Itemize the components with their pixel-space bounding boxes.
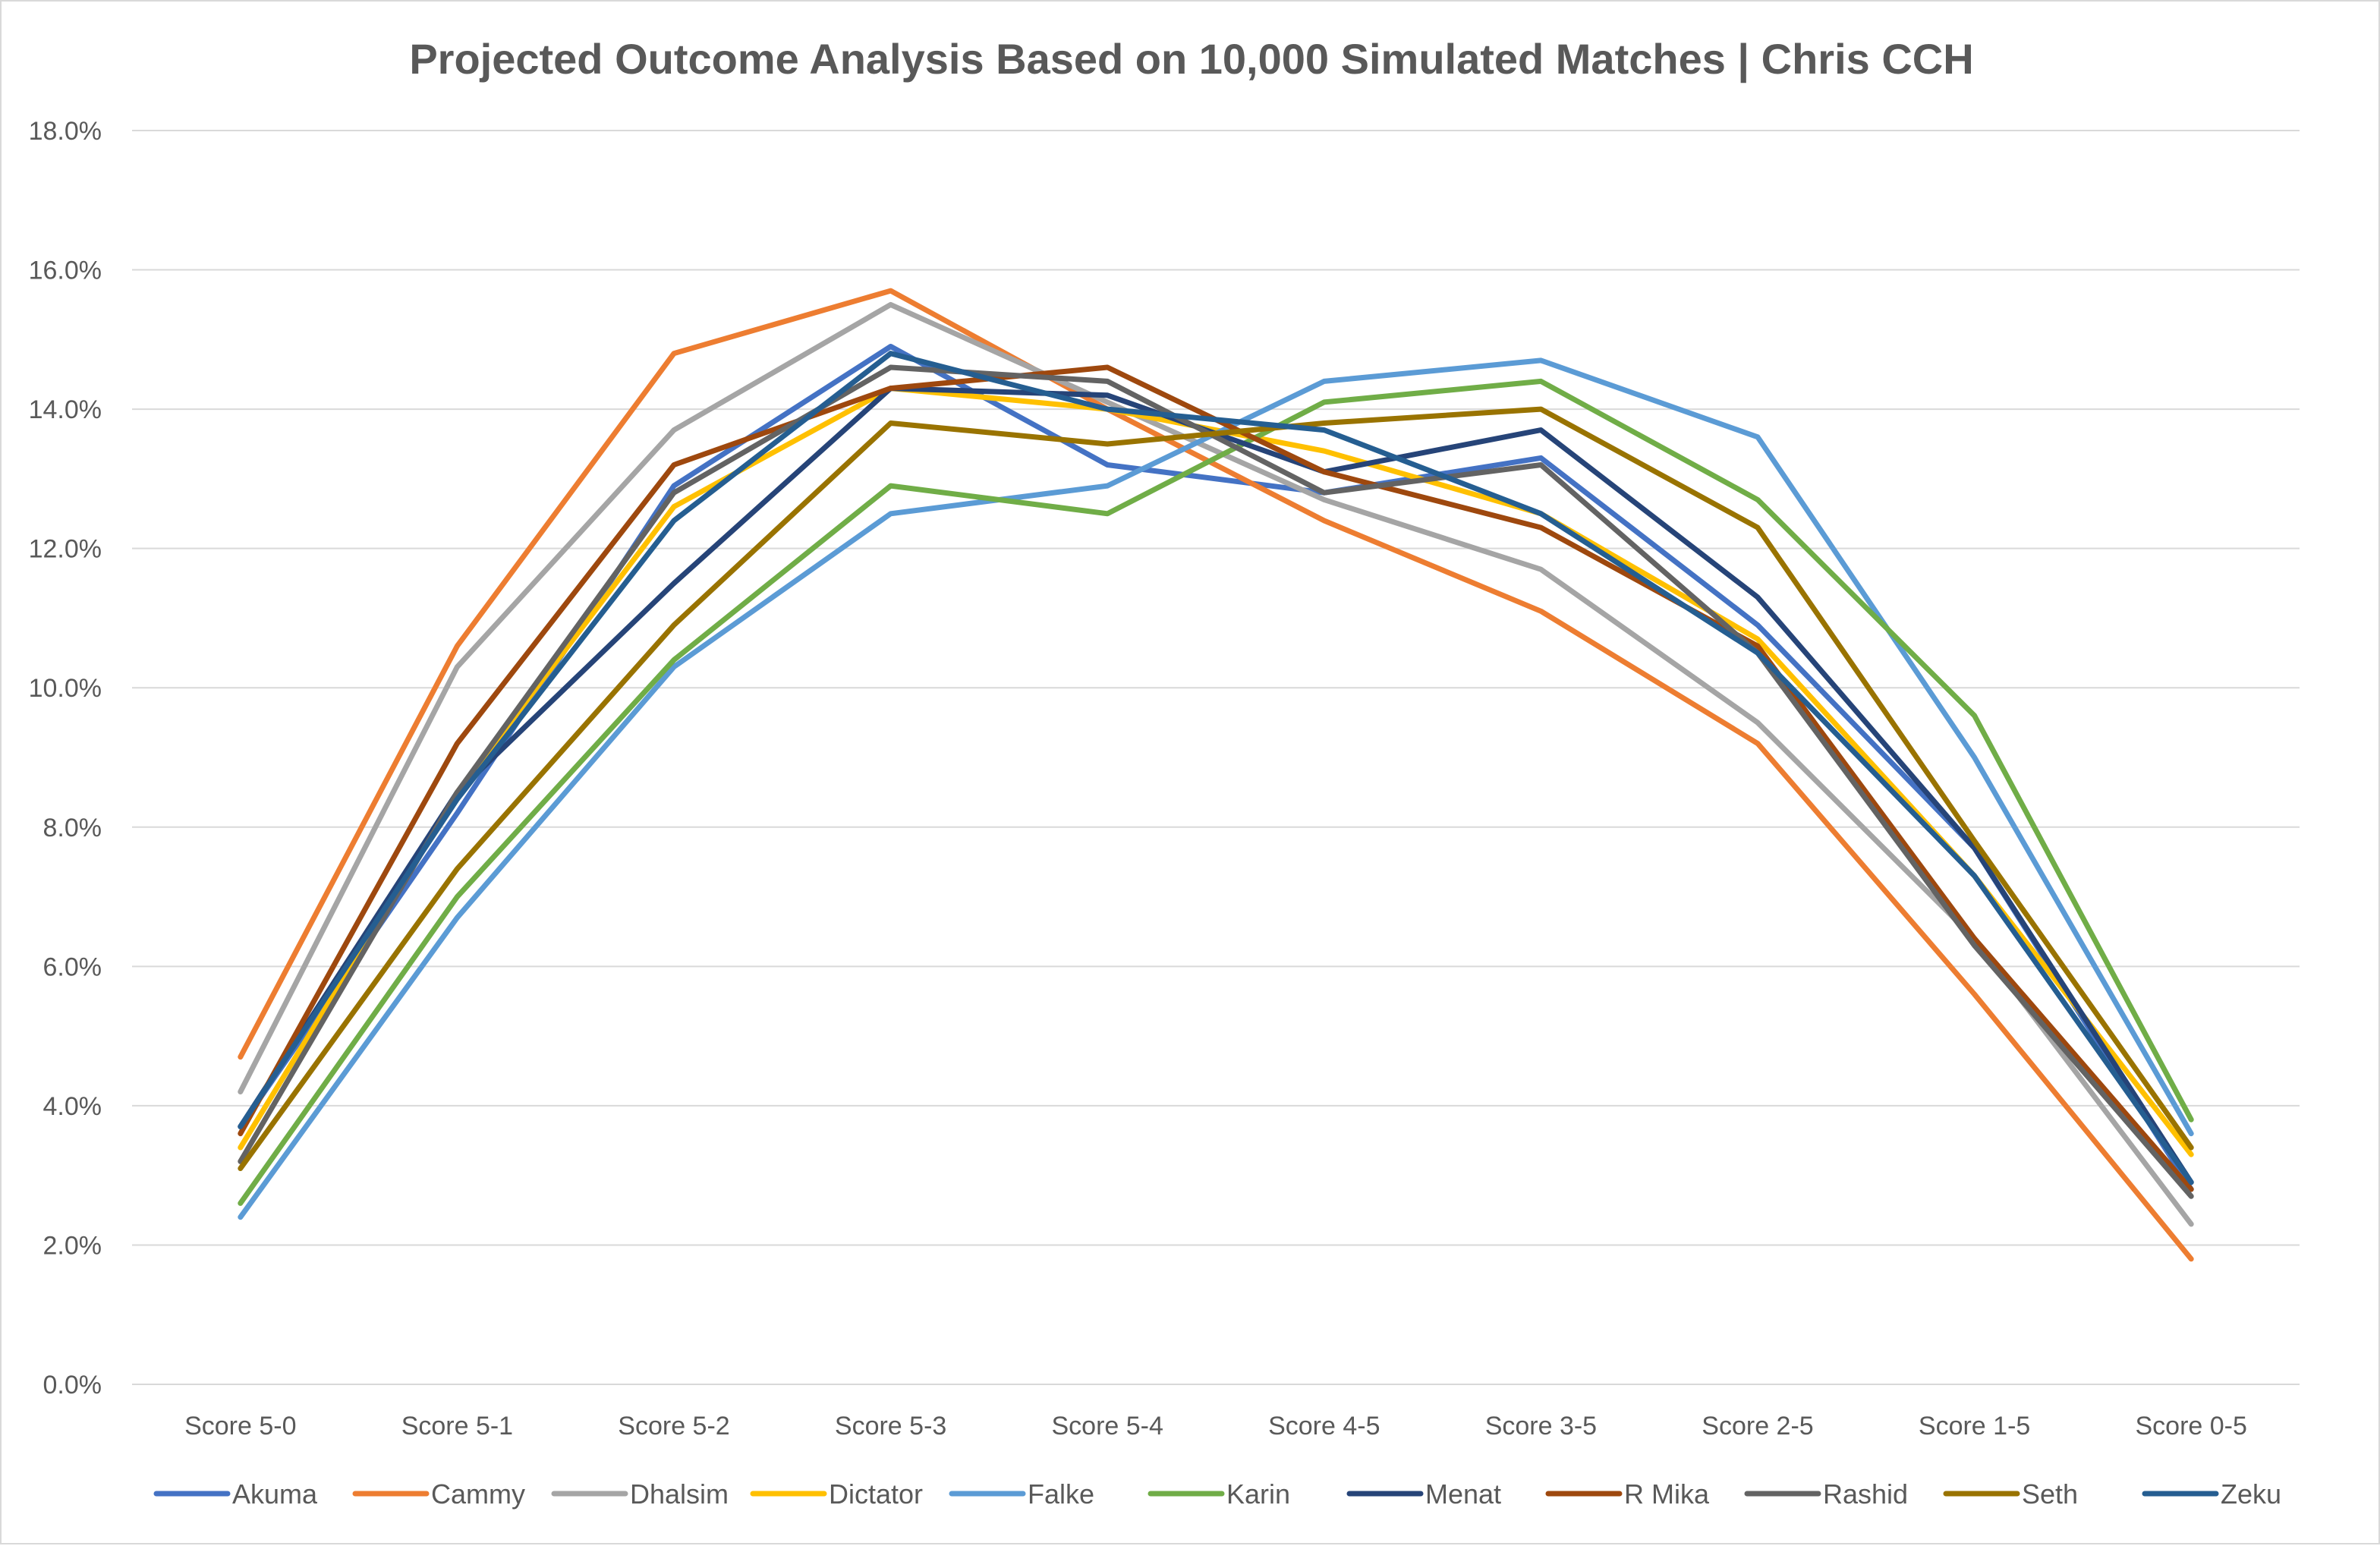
legend-label: Falke	[1028, 1478, 1094, 1510]
x-axis-tick-labels: Score 5-0 Score 5-1 Score 5-2 Score 5-3 Scor…	[184, 1412, 2247, 1441]
legend-label: Menat	[1425, 1478, 1501, 1510]
x-tick-label: Score 2-5	[1702, 1412, 1813, 1441]
y-tick-label: 14.0%	[29, 395, 102, 424]
y-tick-label: 8.0%	[43, 814, 102, 842]
series-line-zeku	[238, 351, 2194, 1185]
series-line-seth	[238, 406, 2194, 1171]
y-tick-label: 0.0%	[43, 1371, 102, 1400]
y-tick-label: 18.0%	[29, 117, 102, 146]
x-tick-label: Score 5-0	[184, 1412, 296, 1441]
y-tick-label: 16.0%	[29, 257, 102, 285]
y-axis-tick-labels: 0.0% 2.0% 4.0% 6.0% 8.0% 10.0% 12.0% 14.0% 16.0%…	[29, 117, 102, 1400]
y-tick-label: 10.0%	[29, 674, 102, 703]
x-tick-label: Score 3-5	[1485, 1412, 1597, 1441]
series-line-dhalsim	[238, 301, 2194, 1227]
x-tick-label: Score 5-4	[1051, 1412, 1163, 1441]
legend-label: Dhalsim	[630, 1478, 729, 1510]
y-tick-label: 12.0%	[29, 535, 102, 564]
series-line-r-mika	[238, 364, 2194, 1192]
y-tick-label: 4.0%	[43, 1092, 102, 1121]
chart-title: Projected Outcome Analysis Based on 10,0…	[409, 35, 1973, 83]
x-tick-label: Score 0-5	[2135, 1412, 2246, 1441]
legend-label: Dictator	[829, 1478, 923, 1510]
y-tick-label: 2.0%	[43, 1231, 102, 1260]
legend-label: Cammy	[431, 1478, 525, 1510]
legend-label: R Mika	[1624, 1478, 1710, 1510]
series-line-rashid	[238, 364, 2194, 1199]
series-line-cammy	[238, 288, 2194, 1262]
x-tick-label: Score 1-5	[1919, 1412, 2030, 1441]
x-tick-label: Score 5-2	[618, 1412, 729, 1441]
y-tick-label: 6.0%	[43, 952, 102, 981]
x-tick-label: Score 5-3	[835, 1412, 946, 1441]
series-line-karin	[238, 378, 2194, 1206]
series-lines	[238, 288, 2194, 1262]
legend-label: Seth	[2022, 1478, 2078, 1510]
legend: Akuma Cammy Dhalsim Dictator Falke Karin Menat…	[153, 1478, 2281, 1510]
x-tick-label: Score 4-5	[1268, 1412, 1380, 1441]
series-line-dictator	[238, 386, 2194, 1157]
legend-label: Zeku	[2221, 1478, 2281, 1510]
legend-label: Rashid	[1823, 1478, 1908, 1510]
legend-label: Akuma	[232, 1478, 318, 1510]
gridlines	[132, 130, 2300, 1385]
x-tick-label: Score 5-1	[401, 1412, 513, 1441]
legend-label: Karin	[1226, 1478, 1290, 1510]
series-line-falke	[238, 357, 2194, 1220]
series-line-akuma	[238, 344, 2194, 1192]
